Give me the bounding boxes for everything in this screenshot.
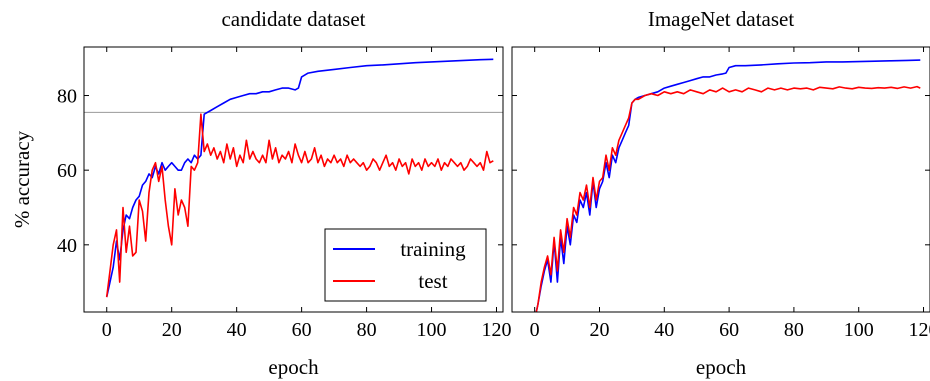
x-axis-label: epoch: [268, 355, 319, 379]
x-tick-label: 80: [784, 319, 804, 341]
x-tick-label: 60: [719, 319, 739, 341]
x-tick-label: 100: [417, 319, 447, 341]
x-tick-label: 40: [227, 319, 247, 341]
panel-imagenet-dataset: ImageNet dataset 0 20 40 60 80 100 120 epoch: [511, 7, 930, 379]
x-tick-label: 120: [909, 319, 930, 341]
y-axis-label: % accuracy: [10, 130, 34, 228]
series-line-test: [105, 113, 494, 298]
x-tick-label: 80: [357, 319, 377, 341]
plot-frame: [83, 46, 504, 313]
legend-box: [324, 228, 487, 302]
y-tick-label: 80: [57, 86, 77, 108]
plot-frame: [511, 46, 930, 313]
x-tick-label: 0: [102, 319, 112, 341]
x-tick-label: 60: [292, 319, 312, 341]
x-tick-label: 100: [844, 319, 874, 341]
series-line-test: [535, 85, 921, 312]
chart-title: candidate dataset: [221, 7, 365, 31]
x-tick-label: 40: [654, 319, 674, 341]
x-axis-label: epoch: [696, 355, 747, 379]
legend: training test: [324, 228, 487, 302]
x-tick-label: 20: [162, 319, 182, 341]
y-tick-label: 60: [57, 160, 77, 182]
panel-candidate-dataset: candidate dataset 0 20 40 60 80 100 120 40 60 80 ep…: [10, 7, 512, 379]
chart-title: ImageNet dataset: [648, 7, 795, 31]
x-tick-label: 20: [589, 319, 609, 341]
legend-label-training: training: [400, 237, 466, 261]
y-tick-label: 40: [57, 235, 77, 257]
x-tick-label: 0: [530, 319, 540, 341]
x-tick-label: 120: [482, 319, 512, 341]
series-line-training: [535, 59, 921, 312]
legend-label-test: test: [418, 269, 447, 293]
